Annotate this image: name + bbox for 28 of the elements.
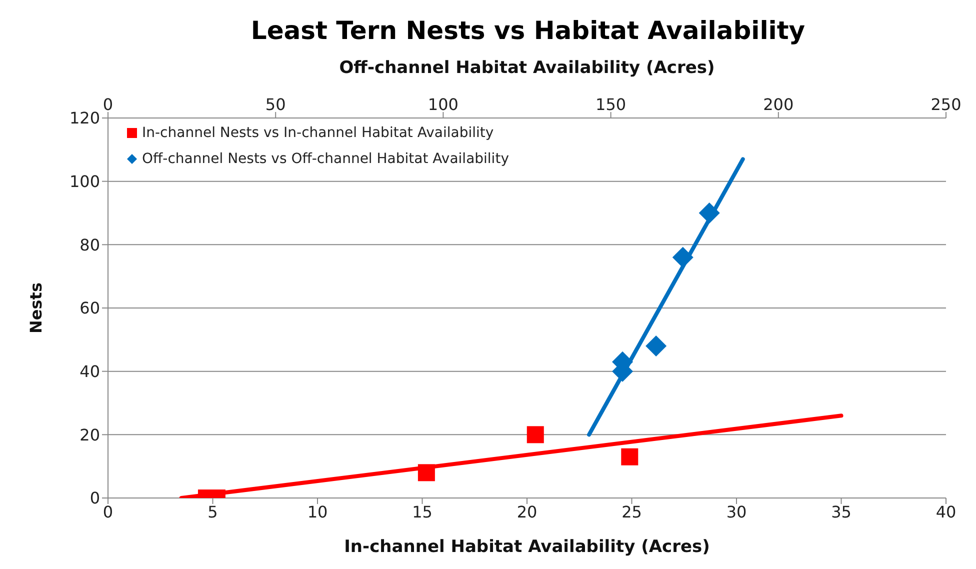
x-tick-label: 10 [307,502,328,522]
y-tick-label: 40 [80,362,100,382]
x2-tick-label: 150 [596,95,626,114]
y-axis-title: Nests [26,282,46,334]
x-axis-title: In-channel Habitat Availability (Acres) [344,537,710,557]
x-tick-label: 15 [412,502,432,522]
x-tick-label: 25 [622,502,642,522]
y-tick-label: 120 [69,108,100,128]
legend-label: Off-channel Nests vs Off-channel Habitat Availability [142,151,509,167]
x2-axis-title: Off-channel Habitat Availability (Acres) [339,58,715,78]
y-tick-label: 0 [90,488,100,508]
x2-tick-label: 100 [428,95,458,114]
y-tick-label: 80 [80,235,100,254]
x2-tick-label: 200 [763,95,794,114]
x-tick-label: 35 [831,502,852,522]
x-tick-label: 30 [726,502,747,522]
x-tick-label: 0 [102,502,114,522]
x-tick-label: 5 [208,502,218,522]
x-tick-label: 40 [936,502,956,522]
x2-tick-label: 0 [102,95,114,114]
chart-title: Least Tern Nests vs Habitat Availability [250,15,806,47]
y-tick-label: 20 [80,425,100,444]
x2-tick-label: 50 [265,95,286,114]
x-tick-label: 20 [516,502,538,522]
legend-label: In-channel Nests vs In-channel Habitat Availability [142,125,494,141]
y-tick-label: 100 [69,172,100,192]
x2-tick-label: 250 [930,95,962,114]
y-tick-label: 60 [80,298,100,318]
